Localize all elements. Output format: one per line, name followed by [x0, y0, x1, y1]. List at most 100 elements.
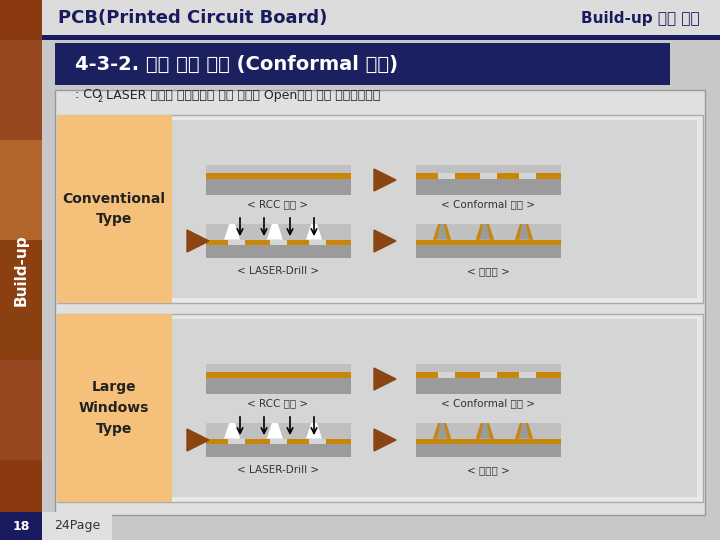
Polygon shape — [306, 224, 322, 240]
Polygon shape — [433, 423, 440, 438]
FancyBboxPatch shape — [416, 224, 561, 240]
FancyBboxPatch shape — [55, 43, 670, 85]
FancyBboxPatch shape — [416, 364, 561, 372]
FancyBboxPatch shape — [416, 444, 561, 457]
FancyBboxPatch shape — [0, 140, 42, 240]
FancyBboxPatch shape — [536, 172, 561, 179]
FancyBboxPatch shape — [172, 319, 697, 497]
FancyBboxPatch shape — [416, 172, 438, 179]
Text: < Conformal 형성 >: < Conformal 형성 > — [441, 199, 535, 209]
Polygon shape — [187, 429, 209, 451]
FancyBboxPatch shape — [206, 423, 351, 438]
FancyBboxPatch shape — [206, 240, 228, 245]
Text: < LASER-Drill >: < LASER-Drill > — [237, 465, 319, 475]
FancyBboxPatch shape — [416, 423, 561, 438]
Polygon shape — [526, 423, 533, 438]
FancyBboxPatch shape — [455, 172, 480, 179]
Polygon shape — [515, 224, 533, 240]
Polygon shape — [487, 423, 494, 438]
Polygon shape — [476, 224, 494, 240]
FancyBboxPatch shape — [206, 224, 351, 240]
Polygon shape — [374, 368, 396, 390]
FancyBboxPatch shape — [245, 240, 270, 245]
Text: Build-up: Build-up — [14, 234, 29, 306]
Polygon shape — [187, 230, 209, 252]
Text: 18: 18 — [12, 519, 30, 532]
FancyBboxPatch shape — [326, 438, 351, 444]
FancyBboxPatch shape — [0, 360, 42, 460]
Polygon shape — [267, 423, 283, 438]
FancyBboxPatch shape — [455, 372, 480, 377]
FancyBboxPatch shape — [287, 240, 309, 245]
Text: Conventional
Type: Conventional Type — [63, 192, 166, 226]
FancyBboxPatch shape — [206, 444, 351, 457]
FancyBboxPatch shape — [0, 40, 42, 140]
Polygon shape — [444, 224, 451, 240]
Text: 2: 2 — [97, 94, 102, 104]
Text: 4-3-2. 주요 공정 비교 (Conformal 공정): 4-3-2. 주요 공정 비교 (Conformal 공정) — [75, 55, 398, 73]
FancyBboxPatch shape — [536, 372, 561, 377]
Polygon shape — [433, 224, 440, 240]
FancyBboxPatch shape — [57, 314, 703, 502]
Polygon shape — [476, 423, 494, 438]
Text: < LASER-Drill >: < LASER-Drill > — [237, 266, 319, 276]
Text: 24Page: 24Page — [54, 519, 100, 532]
Polygon shape — [444, 423, 451, 438]
FancyBboxPatch shape — [57, 314, 172, 502]
Text: Large
Windows
Type: Large Windows Type — [78, 380, 149, 436]
Text: < 동도금 >: < 동도금 > — [467, 465, 509, 475]
FancyBboxPatch shape — [206, 179, 351, 195]
FancyBboxPatch shape — [206, 377, 351, 394]
FancyBboxPatch shape — [42, 0, 720, 35]
Text: < Conformal 형성 >: < Conformal 형성 > — [441, 398, 535, 408]
FancyBboxPatch shape — [416, 240, 561, 245]
Text: < RCC 적층 >: < RCC 적층 > — [248, 199, 309, 209]
Text: < 동도금 >: < 동도금 > — [467, 266, 509, 276]
FancyBboxPatch shape — [206, 165, 351, 172]
Polygon shape — [515, 423, 533, 438]
FancyBboxPatch shape — [0, 240, 42, 360]
FancyBboxPatch shape — [287, 438, 309, 444]
Polygon shape — [476, 224, 483, 240]
FancyBboxPatch shape — [42, 35, 720, 40]
FancyBboxPatch shape — [416, 438, 561, 444]
Polygon shape — [374, 230, 396, 252]
FancyBboxPatch shape — [0, 0, 42, 540]
FancyBboxPatch shape — [498, 172, 519, 179]
Polygon shape — [515, 224, 522, 240]
FancyBboxPatch shape — [416, 245, 561, 258]
FancyBboxPatch shape — [206, 245, 351, 258]
FancyBboxPatch shape — [57, 115, 172, 303]
Polygon shape — [526, 224, 533, 240]
Polygon shape — [374, 169, 396, 191]
FancyBboxPatch shape — [206, 438, 228, 444]
FancyBboxPatch shape — [498, 372, 519, 377]
Polygon shape — [224, 224, 240, 240]
FancyBboxPatch shape — [416, 165, 561, 172]
FancyBboxPatch shape — [55, 90, 705, 515]
FancyBboxPatch shape — [42, 512, 112, 540]
Polygon shape — [487, 224, 494, 240]
Text: Build-up 교육 자료: Build-up 교육 자료 — [581, 10, 700, 25]
FancyBboxPatch shape — [0, 460, 42, 540]
FancyBboxPatch shape — [206, 172, 351, 179]
FancyBboxPatch shape — [172, 120, 697, 298]
FancyBboxPatch shape — [416, 372, 438, 377]
Polygon shape — [374, 429, 396, 451]
Polygon shape — [515, 423, 522, 438]
Polygon shape — [306, 423, 322, 438]
FancyBboxPatch shape — [0, 512, 42, 540]
Text: : CO: : CO — [75, 89, 102, 102]
Polygon shape — [224, 423, 240, 438]
FancyBboxPatch shape — [245, 438, 270, 444]
Polygon shape — [476, 423, 483, 438]
FancyBboxPatch shape — [206, 364, 351, 372]
Polygon shape — [267, 224, 283, 240]
FancyBboxPatch shape — [416, 377, 561, 394]
FancyBboxPatch shape — [57, 115, 703, 303]
Text: LASER 가공전 해당부위의 동박 부분을 Open시켜 주는 회로형성공정: LASER 가공전 해당부위의 동박 부분을 Open시켜 주는 회로형성공정 — [102, 89, 380, 102]
Text: PCB(Printed Circuit Board): PCB(Printed Circuit Board) — [58, 9, 328, 27]
Text: < RCC 적층 >: < RCC 적층 > — [248, 398, 309, 408]
Polygon shape — [433, 224, 451, 240]
Polygon shape — [433, 423, 451, 438]
